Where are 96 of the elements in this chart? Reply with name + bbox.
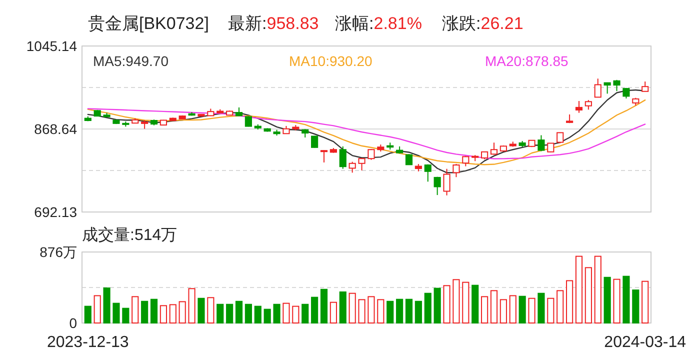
bar (481, 296, 488, 324)
bar (235, 300, 243, 324)
bar (518, 296, 526, 324)
bar (292, 306, 300, 324)
bar (330, 302, 337, 324)
bar (584, 267, 592, 324)
bar (132, 296, 139, 324)
bar (538, 292, 545, 324)
y-tick-label: 692.13 (34, 204, 78, 220)
bar (112, 302, 120, 324)
bar (207, 297, 214, 324)
bar (348, 292, 356, 324)
bar (622, 276, 630, 324)
text: 涨跌:26.21 (442, 14, 524, 33)
bar (103, 287, 110, 324)
bar (500, 299, 507, 324)
bar (282, 302, 290, 324)
bar (339, 291, 346, 324)
bar (358, 299, 366, 324)
bar (160, 305, 167, 324)
bar (434, 288, 441, 324)
bar (150, 298, 158, 324)
bar (396, 298, 404, 324)
candlestick (613, 79, 620, 92)
bar (94, 295, 101, 324)
bar (84, 306, 92, 324)
bar (244, 304, 252, 324)
line-series (87, 99, 646, 166)
bar (188, 288, 196, 324)
bar (443, 285, 450, 324)
chart-title: 成交量:514万 (82, 226, 178, 244)
bar (141, 300, 148, 324)
bar (566, 280, 574, 324)
bar (604, 276, 611, 324)
bar (405, 298, 413, 324)
candlestick (348, 161, 356, 174)
candlestick (368, 148, 375, 160)
candlestick (642, 81, 649, 92)
candlestick (311, 135, 318, 148)
x-tick-label: 2024-03-14 (604, 334, 686, 351)
text: 涨幅:2.81% (335, 14, 422, 33)
bar (377, 299, 384, 324)
bar (226, 304, 234, 324)
bar (254, 306, 262, 324)
bar (490, 290, 498, 324)
bar (575, 256, 583, 324)
candlestick (434, 176, 441, 196)
chart-title: 贵金属[BK0732] (88, 14, 209, 33)
bar (264, 308, 271, 324)
candlestick (424, 164, 432, 182)
candlestick (244, 116, 252, 128)
bar (528, 298, 536, 324)
bar (178, 301, 186, 324)
y-tick-label: 1045.14 (26, 38, 78, 54)
text: MA20:878.85 (485, 52, 568, 69)
text: MA10:930.20 (289, 52, 372, 69)
bar (216, 304, 224, 324)
bar (169, 304, 176, 324)
candlestick (405, 154, 413, 166)
text: MA5:949.70 (93, 52, 169, 69)
bar (320, 288, 328, 324)
bar (198, 298, 205, 324)
candlestick (443, 168, 450, 196)
candlestick (320, 150, 328, 163)
bar (122, 308, 130, 324)
bar (386, 300, 394, 324)
bar (556, 290, 564, 324)
bar (311, 296, 318, 324)
bar (547, 298, 554, 324)
text: 最新:958.83 (228, 14, 319, 33)
bar (632, 290, 640, 324)
x-tick-label: 2023-12-13 (46, 334, 129, 351)
candlestick (452, 164, 460, 178)
bar (302, 304, 309, 324)
bar (414, 300, 422, 324)
y-tick-label: 876万 (40, 244, 77, 260)
candlestick (584, 100, 592, 110)
y-tick-label: 0 (69, 314, 78, 331)
candlestick (490, 142, 498, 156)
bar (462, 282, 470, 324)
bar (452, 279, 460, 324)
bar (642, 280, 649, 324)
bar (472, 284, 479, 324)
bar (613, 278, 620, 324)
y-tick-label: 868.64 (34, 120, 78, 137)
bar (424, 292, 432, 324)
bar (273, 304, 280, 324)
candlestick (538, 134, 545, 152)
candlestick (594, 78, 602, 98)
candlestick (462, 156, 470, 167)
candlestick (575, 100, 583, 114)
bar (368, 296, 375, 324)
candlestick (358, 157, 366, 171)
bar (509, 295, 516, 324)
bar (594, 256, 602, 324)
candlestick (339, 146, 346, 170)
